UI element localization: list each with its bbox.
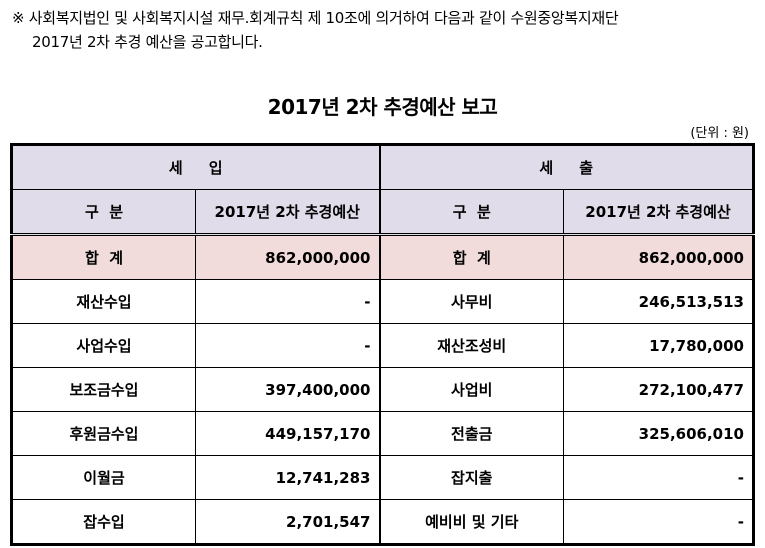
notice-text: ※ 사회복지법인 및 사회복지시설 재무.회계규칙 제 10조에 의거하여 다음… — [12, 6, 619, 54]
income-value: - — [195, 279, 381, 324]
income-label: 이월금 — [11, 455, 196, 500]
income-section-header: 세 입 — [11, 144, 381, 190]
income-label: 후원금수입 — [11, 411, 196, 456]
expense-total-value: 862,000,000 — [563, 234, 754, 280]
expense-budget-header: 2017년 2차 추경예산 — [563, 189, 754, 236]
page-title: 2017년 2차 추경예산 보고 — [267, 95, 498, 119]
expense-label: 재산조성비 — [379, 323, 564, 368]
table-row: 후원금수입 449,157,170 전출금 325,606,010 — [11, 411, 754, 456]
expense-value: - — [563, 455, 754, 500]
notice-line-1: ※ 사회복지법인 및 사회복지시설 재무.회계규칙 제 10조에 의거하여 다음… — [12, 9, 619, 27]
expense-category-header: 구 분 — [379, 189, 564, 236]
income-label: 잡수입 — [11, 499, 196, 545]
unit-label: (단위 : 원) — [690, 126, 749, 141]
income-value: 449,157,170 — [195, 411, 381, 456]
expense-label: 전출금 — [379, 411, 564, 456]
total-row: 합 계 862,000,000 합 계 862,000,000 — [11, 234, 754, 280]
expense-value: 272,100,477 — [563, 367, 754, 412]
income-label: 사업수입 — [11, 323, 196, 368]
expense-label: 예비비 및 기타 — [379, 499, 564, 545]
expense-total-label: 합 계 — [379, 234, 564, 280]
income-value: 397,400,000 — [195, 367, 381, 412]
expense-value: 17,780,000 — [563, 323, 754, 368]
expense-label: 사무비 — [379, 279, 564, 324]
table-row: 사업수입 - 재산조성비 17,780,000 — [11, 323, 754, 368]
income-value: 12,741,283 — [195, 455, 381, 500]
expense-value: - — [563, 499, 754, 545]
income-value: - — [195, 323, 381, 368]
income-category-header: 구 분 — [11, 189, 196, 236]
table-row: 보조금수입 397,400,000 사업비 272,100,477 — [11, 367, 754, 412]
income-value: 2,701,547 — [195, 499, 381, 545]
expense-label: 잡지출 — [379, 455, 564, 500]
table-row: 재산수입 - 사무비 246,513,513 — [11, 279, 754, 324]
column-header-row: 구 분 2017년 2차 추경예산 구 분 2017년 2차 추경예산 — [11, 189, 754, 236]
income-label: 재산수입 — [11, 279, 196, 324]
expense-value: 246,513,513 — [563, 279, 754, 324]
budget-table: 세 입 세 출 구 분 2017년 2차 추경예산 구 분 2017년 2차 추… — [10, 143, 755, 546]
expense-label: 사업비 — [379, 367, 564, 412]
income-budget-header: 2017년 2차 추경예산 — [195, 189, 381, 236]
table-row: 이월금 12,741,283 잡지출 - — [11, 455, 754, 500]
income-label: 보조금수입 — [11, 367, 196, 412]
income-total-label: 합 계 — [11, 234, 196, 280]
section-header-row: 세 입 세 출 — [11, 144, 754, 190]
expense-section-header: 세 출 — [379, 144, 754, 190]
income-total-value: 862,000,000 — [195, 234, 381, 280]
expense-value: 325,606,010 — [563, 411, 754, 456]
table-row: 잡수입 2,701,547 예비비 및 기타 - — [11, 499, 754, 545]
notice-line-2: 2017년 2차 추경 예산을 공고합니다. — [32, 33, 263, 51]
